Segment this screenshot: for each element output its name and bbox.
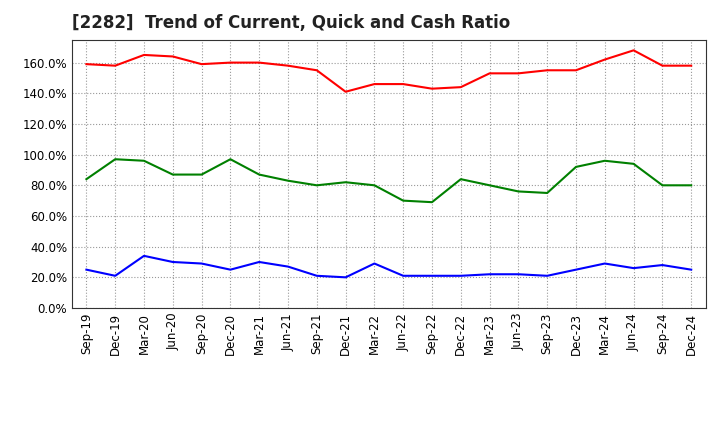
Line: Quick Ratio: Quick Ratio xyxy=(86,159,691,202)
Quick Ratio xyxy=(255,172,264,177)
Cash Ratio xyxy=(428,273,436,279)
Quick Ratio xyxy=(312,183,321,188)
Line: Current Ratio: Current Ratio xyxy=(86,50,691,92)
Quick Ratio xyxy=(572,164,580,169)
Cash Ratio xyxy=(111,273,120,279)
Current Ratio xyxy=(140,52,148,58)
Current Ratio xyxy=(456,84,465,90)
Current Ratio xyxy=(687,63,696,68)
Quick Ratio xyxy=(399,198,408,203)
Current Ratio xyxy=(370,81,379,87)
Cash Ratio xyxy=(514,271,523,277)
Current Ratio xyxy=(226,60,235,65)
Current Ratio xyxy=(399,81,408,87)
Cash Ratio xyxy=(255,259,264,264)
Quick Ratio xyxy=(514,189,523,194)
Quick Ratio xyxy=(485,183,494,188)
Current Ratio xyxy=(111,63,120,68)
Quick Ratio xyxy=(687,183,696,188)
Cash Ratio xyxy=(226,267,235,272)
Current Ratio xyxy=(658,63,667,68)
Cash Ratio xyxy=(370,261,379,266)
Cash Ratio xyxy=(600,261,609,266)
Cash Ratio xyxy=(629,265,638,271)
Quick Ratio xyxy=(82,176,91,182)
Cash Ratio xyxy=(687,267,696,272)
Cash Ratio xyxy=(543,273,552,279)
Cash Ratio xyxy=(197,261,206,266)
Line: Cash Ratio: Cash Ratio xyxy=(86,256,691,277)
Current Ratio xyxy=(312,68,321,73)
Cash Ratio xyxy=(284,264,292,269)
Cash Ratio xyxy=(82,267,91,272)
Quick Ratio xyxy=(600,158,609,163)
Current Ratio xyxy=(572,68,580,73)
Cash Ratio xyxy=(485,271,494,277)
Current Ratio xyxy=(341,89,350,95)
Cash Ratio xyxy=(341,275,350,280)
Current Ratio xyxy=(284,63,292,68)
Current Ratio xyxy=(543,68,552,73)
Cash Ratio xyxy=(312,273,321,279)
Quick Ratio xyxy=(140,158,148,163)
Cash Ratio xyxy=(658,262,667,268)
Cash Ratio xyxy=(399,273,408,279)
Quick Ratio xyxy=(543,191,552,196)
Quick Ratio xyxy=(197,172,206,177)
Current Ratio xyxy=(197,62,206,67)
Quick Ratio xyxy=(111,157,120,162)
Cash Ratio xyxy=(572,267,580,272)
Current Ratio xyxy=(600,57,609,62)
Current Ratio xyxy=(485,71,494,76)
Text: [2282]  Trend of Current, Quick and Cash Ratio: [2282] Trend of Current, Quick and Cash … xyxy=(72,15,510,33)
Cash Ratio xyxy=(456,273,465,279)
Quick Ratio xyxy=(428,199,436,205)
Quick Ratio xyxy=(226,157,235,162)
Current Ratio xyxy=(428,86,436,92)
Quick Ratio xyxy=(629,161,638,166)
Quick Ratio xyxy=(658,183,667,188)
Quick Ratio xyxy=(370,183,379,188)
Quick Ratio xyxy=(456,176,465,182)
Current Ratio xyxy=(514,71,523,76)
Current Ratio xyxy=(255,60,264,65)
Quick Ratio xyxy=(284,178,292,183)
Cash Ratio xyxy=(140,253,148,258)
Quick Ratio xyxy=(341,180,350,185)
Cash Ratio xyxy=(168,259,177,264)
Current Ratio xyxy=(629,48,638,53)
Current Ratio xyxy=(82,62,91,67)
Quick Ratio xyxy=(168,172,177,177)
Current Ratio xyxy=(168,54,177,59)
